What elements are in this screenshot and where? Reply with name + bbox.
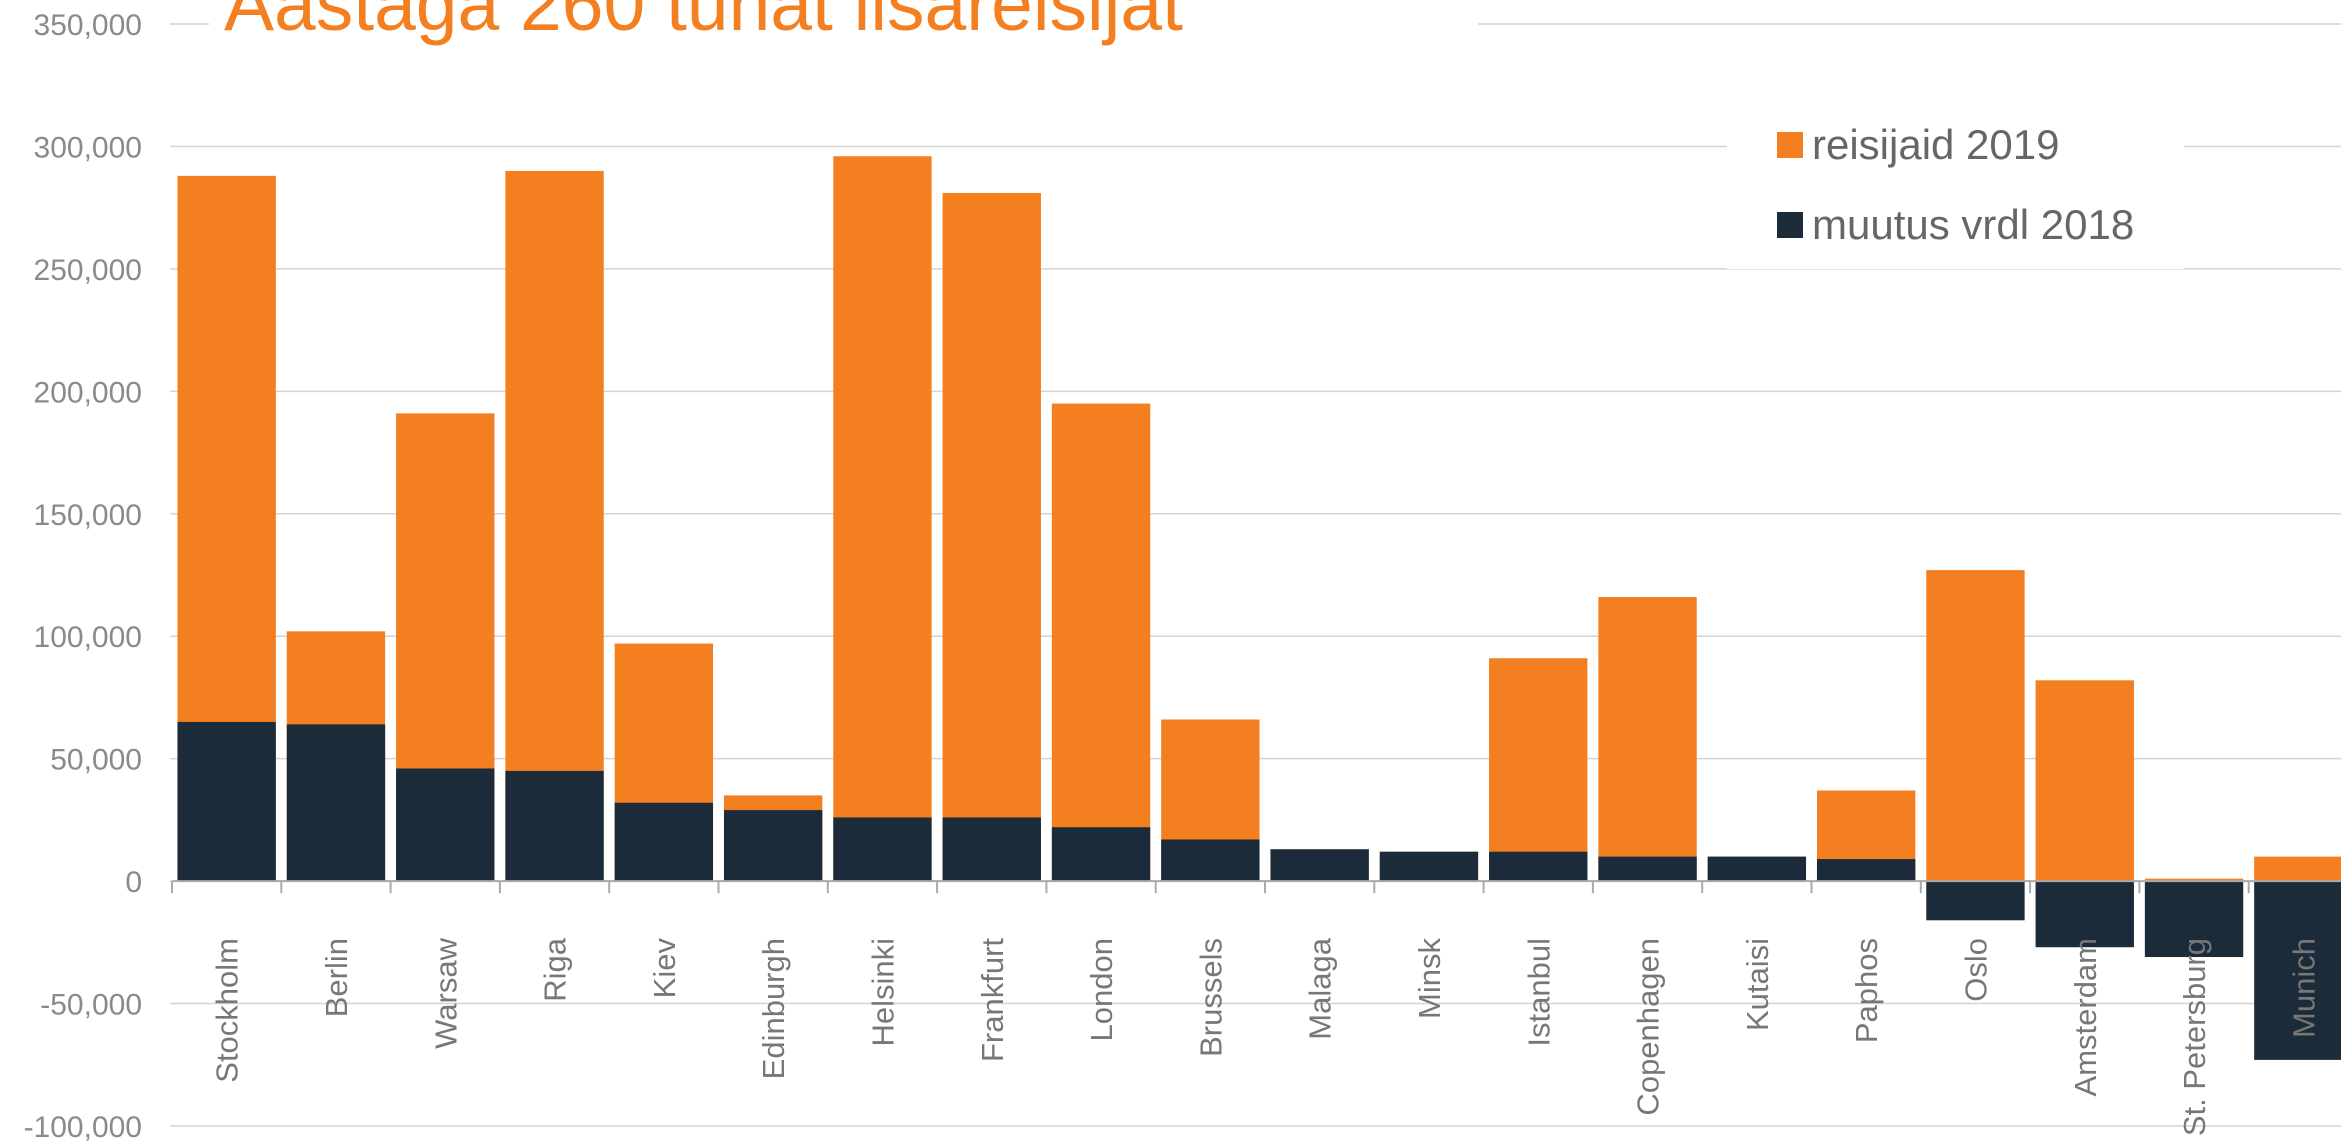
legend: reisijaid 2019 muutus vrdl 2018	[1727, 97, 2184, 269]
bar	[396, 768, 495, 882]
bar	[723, 810, 823, 882]
x-tick-label: Minsk	[1412, 938, 1447, 1019]
bar	[1161, 839, 1260, 882]
bar	[177, 721, 276, 882]
y-tick-label: -100,000	[24, 1111, 142, 1144]
bar	[1379, 851, 1479, 882]
bar	[833, 156, 932, 882]
bar	[1926, 881, 2025, 921]
bar	[1270, 849, 1369, 882]
bar	[1489, 658, 1588, 882]
bar	[2254, 881, 2341, 1060]
y-tick-label: 300,000	[34, 131, 142, 164]
bar	[1816, 859, 1916, 882]
x-tick-label: London	[1084, 938, 1119, 1041]
legend-label: muutus vrdl 2018	[1812, 201, 2134, 248]
x-tick-label: Warsaw	[428, 937, 463, 1048]
y-tick-label: 100,000	[34, 621, 142, 654]
x-tick-label: Copenhagen	[1631, 938, 1666, 1116]
x-tick-label: St. Petersburg	[2177, 938, 2212, 1136]
bar	[2035, 881, 2134, 948]
labels: -100,000 -50,000 0 50,000 100,000 150,000 200,…	[24, 9, 2322, 1144]
y-tick-label: 250,000	[34, 254, 142, 287]
bar	[2035, 680, 2134, 882]
x-tick-label: Riga	[538, 937, 573, 1002]
legend-swatch	[1777, 132, 1803, 158]
x-tick-label: Paphos	[1849, 938, 1884, 1043]
x-tick-label: Edinburgh	[756, 938, 791, 1079]
x-tick-label: Malaga	[1303, 937, 1338, 1039]
bar	[1598, 597, 1697, 882]
bar	[2144, 881, 2244, 958]
y-tick-label: 150,000	[34, 499, 142, 532]
axis	[171, 880, 2341, 894]
bars	[177, 156, 2341, 1060]
chart-title: Aastaga 260 tuhat lisareisijat	[224, 0, 1183, 46]
x-tick-label: Brussels	[1193, 938, 1228, 1057]
bar	[1051, 827, 1151, 882]
bar	[2254, 856, 2341, 882]
y-tick-label: 50,000	[50, 744, 142, 777]
x-tick-label: Istanbul	[1521, 938, 1556, 1047]
x-tick-label: Oslo	[1958, 938, 1993, 1002]
x-tick-label: Kutaisi	[1740, 938, 1775, 1031]
bar	[2144, 878, 2244, 882]
title-background	[209, 0, 1478, 97]
bar	[1489, 851, 1588, 882]
legend-label: reisijaid 2019	[1812, 121, 2060, 168]
bar	[286, 724, 386, 882]
bar	[505, 170, 604, 882]
bar	[1926, 570, 2025, 882]
y-tick-label: 350,000	[34, 9, 142, 42]
x-tick-label: Kiev	[647, 938, 682, 999]
x-tick-label: Munich	[2286, 938, 2321, 1038]
x-tick-label: Stockholm	[210, 938, 245, 1083]
bar	[1051, 403, 1151, 882]
x-tick-label: Frankfurt	[975, 938, 1010, 1062]
x-tick-label: Amsterdam	[2068, 938, 2103, 1096]
bar	[942, 817, 1041, 882]
legend-background	[1727, 97, 2184, 269]
bar	[505, 770, 604, 882]
y-tick-label: -50,000	[40, 989, 142, 1022]
bar	[942, 192, 1041, 882]
y-tick-label: 0	[125, 866, 142, 899]
bar	[833, 817, 932, 882]
bar	[1707, 856, 1807, 882]
x-tick-label: Helsinki	[865, 938, 900, 1047]
x-tick-label: Berlin	[319, 938, 354, 1017]
y-tick-label: 200,000	[34, 376, 142, 409]
legend-swatch	[1777, 212, 1803, 238]
bar	[1598, 856, 1697, 882]
bar	[614, 802, 714, 882]
